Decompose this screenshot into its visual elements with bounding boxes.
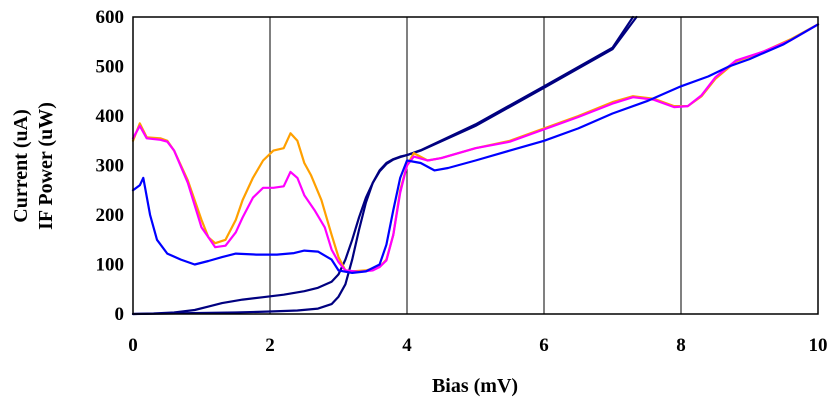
x-tick-labels: 0 2 4 6 8 10 bbox=[128, 335, 827, 356]
x-tick-label: 10 bbox=[809, 335, 828, 356]
y-tick-label: 400 bbox=[96, 106, 125, 127]
x-axis-title: Bias (mV) bbox=[432, 375, 518, 397]
y-tick-label: 200 bbox=[96, 205, 125, 226]
y-tick-label: 300 bbox=[96, 156, 125, 177]
y-tick-label: 0 bbox=[115, 304, 125, 325]
series-group bbox=[131, 15, 820, 316]
x-tick-label: 0 bbox=[128, 335, 138, 356]
y-axis-title-line-1: Current (uA) bbox=[10, 109, 32, 223]
x-tick-label: 8 bbox=[676, 335, 686, 356]
y-tick-label: 500 bbox=[96, 57, 125, 78]
x-tick-label: 2 bbox=[265, 335, 275, 356]
y-tick-label: 600 bbox=[96, 7, 125, 28]
y-tick-label: 100 bbox=[96, 255, 125, 276]
x-tick-label: 4 bbox=[402, 335, 412, 356]
series-line-4 bbox=[131, 23, 820, 274]
plot-area bbox=[133, 17, 818, 314]
plot-border bbox=[132, 16, 819, 315]
grid-lines bbox=[269, 17, 682, 314]
y-tick-labels: 0 100 200 300 400 500 600 bbox=[96, 7, 125, 325]
y-axis-title-line-2: IF Power (uW) bbox=[35, 102, 57, 230]
x-tick-label: 6 bbox=[539, 335, 549, 356]
